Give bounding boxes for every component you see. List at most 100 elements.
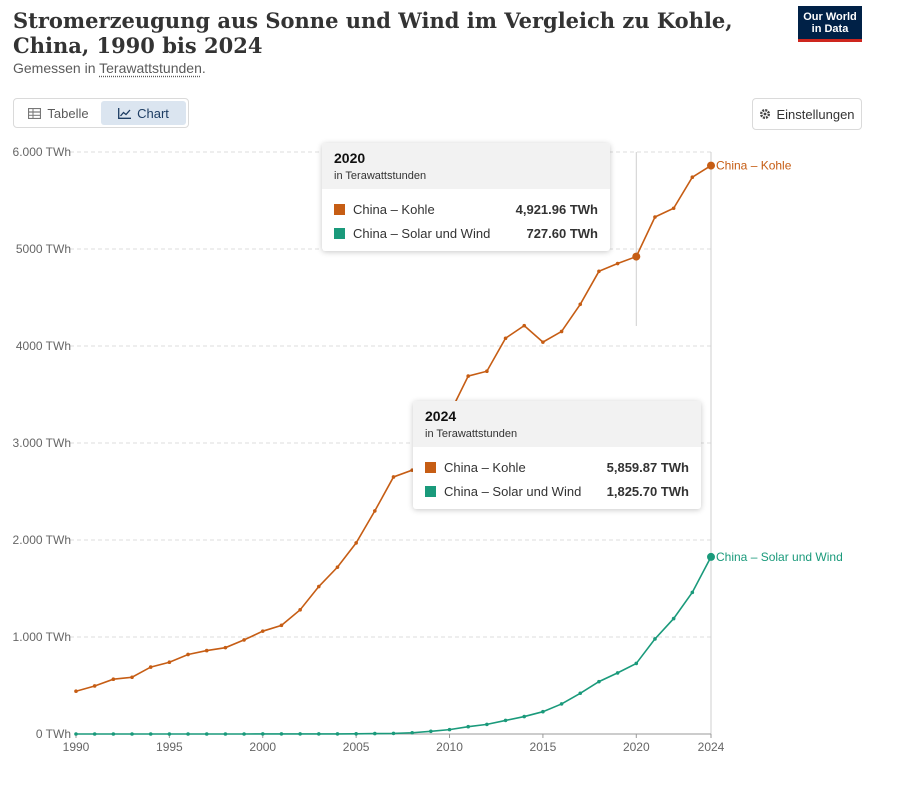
tooltip-unit: in Terawattstunden [334,170,427,182]
data-point [615,261,620,266]
data-point [522,323,527,328]
data-point [354,541,358,545]
data-point [186,652,190,657]
data-point [354,732,358,736]
data-point [373,731,377,736]
x-tick-label: 1995 [156,740,183,754]
data-point [316,732,321,736]
y-tick-label: 2.000 TWh [13,533,71,547]
table-icon [28,107,42,119]
data-point [503,718,508,723]
tooltip-row-coal: China – Kohle 4,921.96 TWh [334,197,598,221]
subtitle-unit-link[interactable]: Terawattstunden [99,60,202,76]
data-point [597,679,601,684]
data-point [653,215,657,219]
x-tick-label: 2015 [530,740,557,754]
x-tick-label: 2024 [698,740,725,754]
data-point [260,732,265,736]
tooltip-2024: 2024 in Terawattstunden China – Kohle 5,… [413,401,701,509]
highlight-point-2020 [632,252,641,261]
data-point [242,732,246,736]
data-point [204,648,209,653]
gear-icon [760,109,771,119]
data-point [578,302,583,307]
data-point [298,608,302,612]
x-tick-label: 2005 [343,740,370,754]
chart-title: Stromerzeugung aus Sonne und Wind im Ver… [13,8,733,58]
tab-table[interactable]: Tabelle [16,101,101,125]
data-point [690,590,695,595]
label-layer: China – Kohle China – Solar und Wind [716,159,843,564]
data-point [541,340,545,344]
series-end-label: China – Kohle [716,159,792,173]
data-point [335,565,340,569]
data-point [204,732,209,736]
subtitle-prefix: Gemessen in [13,60,100,76]
data-point [447,727,452,732]
data-point [130,732,134,736]
x-tick-label: 2020 [623,740,650,754]
data-point [615,671,620,675]
solarwind-swatch [425,485,436,497]
data-point [223,732,228,736]
data-point [391,475,396,479]
tab-table-label: Tabelle [47,105,89,121]
data-point [223,645,228,650]
tooltip-series-value: 727.60 TWh [526,225,598,241]
tooltip-row-solarwind: China – Solar und Wind 727.60 TWh [334,221,598,245]
tab-chart-label: Chart [137,105,169,121]
data-point [466,724,471,729]
data-point [242,638,246,642]
data-point [522,714,527,719]
tooltip-series-name: China – Solar und Wind [444,483,582,499]
series-end-label: China – Solar und Wind [716,550,843,564]
data-point [503,336,508,341]
data-point [260,629,265,633]
coal-swatch [334,203,345,215]
logo-line-2: in Data [811,23,849,35]
y-tick-label: 0 TWh [36,727,71,741]
view-tabs: Tabelle Chart [13,98,189,128]
x-tick-label: 2000 [249,740,276,754]
data-point [279,732,284,736]
data-point [111,732,116,736]
settings-label: Einstellungen [776,106,855,122]
data-point [373,509,377,513]
data-point [298,732,302,736]
data-point [148,665,153,669]
data-point [167,660,172,665]
tooltip-series-name: China – Solar und Wind [353,225,491,241]
owid-logo[interactable]: Our World in Data [798,6,862,42]
data-point [429,729,433,734]
y-tick-label: 4000 TWh [16,339,71,353]
tooltip-year: 2020 [334,150,366,166]
coal-swatch [425,461,436,473]
tooltip-series-value: 1,825.70 TWh [606,483,689,499]
data-point [130,675,134,680]
x-tick-label: 1990 [63,740,90,754]
y-tick-label: 1.000 TWh [13,630,71,644]
data-point [391,731,396,736]
data-point [466,374,471,378]
data-point [186,732,190,736]
data-point [92,732,97,736]
data-point [671,616,676,621]
data-point [559,329,564,334]
data-point [111,677,116,681]
data-point [410,730,414,735]
highlight-point-2024 [707,552,715,561]
data-point [541,709,545,714]
data-point [335,732,340,736]
data-point [316,584,321,589]
tab-chart[interactable]: Chart [101,101,186,125]
data-point [597,269,601,274]
y-tick-label: 3.000 TWh [13,436,71,450]
tooltip-year: 2024 [425,408,457,424]
data-point [74,689,78,694]
data-point [559,702,564,706]
tooltip-2020: 2020 in Terawattstunden China – Kohle 4,… [322,143,610,251]
chart-subtitle: Gemessen in Terawattstunden. [13,60,206,76]
data-point [92,684,97,688]
settings-button[interactable]: Einstellungen [752,98,862,130]
